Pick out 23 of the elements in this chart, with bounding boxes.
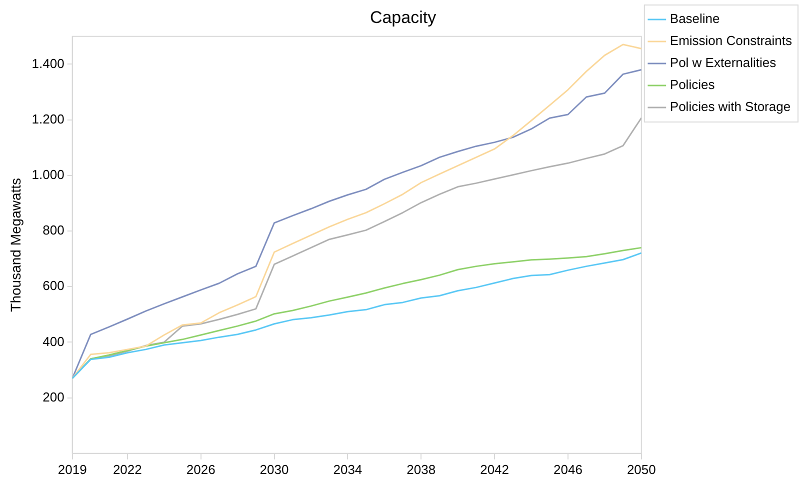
legend-label: Baseline xyxy=(670,11,720,26)
y-tick-label: 1.200 xyxy=(32,111,64,126)
y-tick-label: 1.400 xyxy=(32,56,64,71)
y-tick-label: 600 xyxy=(42,278,64,294)
x-tick-label: 2030 xyxy=(260,462,289,477)
y-tick-label: 400 xyxy=(42,334,64,349)
chart-title: Capacity xyxy=(370,8,437,27)
y-tick-label: 1.000 xyxy=(32,166,64,182)
x-tick-label: 2042 xyxy=(480,462,510,477)
x-tick-label: 2050 xyxy=(626,462,656,477)
x-tick-label: 2022 xyxy=(112,462,142,477)
legend-label: Emission Constraints xyxy=(670,33,792,48)
legend-label: Policies xyxy=(670,77,716,92)
y-tick-label: 800 xyxy=(42,222,64,238)
y-tick-label: 200 xyxy=(42,389,64,404)
legend-label: Policies with Storage xyxy=(670,99,791,114)
x-tick-label: 2046 xyxy=(554,462,582,477)
x-tick-label: 2034 xyxy=(333,462,362,477)
x-tick-label: 2026 xyxy=(186,462,216,477)
x-tick-label: 2019 xyxy=(58,462,87,477)
legend-label: Pol w Externalities xyxy=(670,55,777,70)
x-tick-label: 2038 xyxy=(406,462,436,477)
y-axis-title: Thousand Megawatts xyxy=(7,178,24,312)
